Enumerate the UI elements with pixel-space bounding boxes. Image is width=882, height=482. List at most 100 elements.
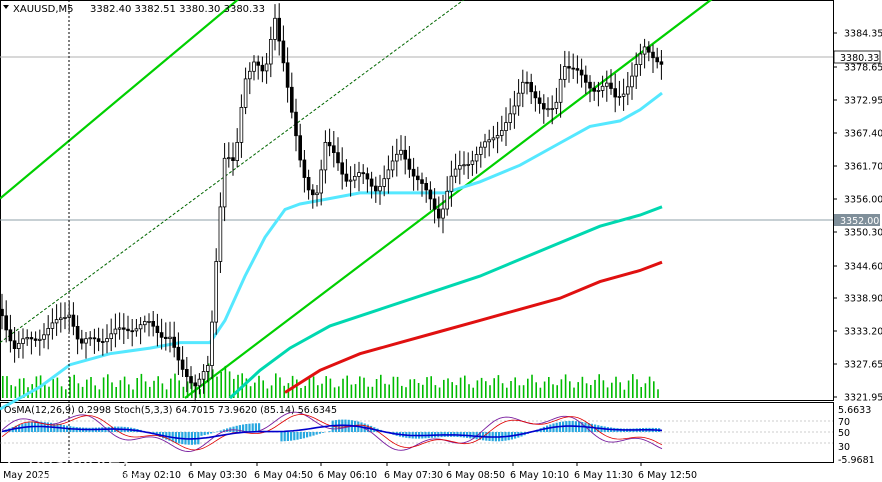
price-tick-label: 3361.70: [844, 162, 882, 173]
volume-bar: [153, 380, 155, 398]
candle-body: [92, 337, 97, 340]
volume-bar: [107, 374, 109, 398]
volume-bar: [518, 385, 521, 398]
volume-bar: [359, 376, 361, 398]
volume-bar: [422, 384, 424, 398]
volume-bar: [165, 389, 168, 398]
volume-bar: [354, 384, 357, 398]
candle-body: [651, 51, 655, 59]
volume-bar: [304, 385, 306, 398]
candle-body: [163, 336, 168, 339]
volume-bar: [86, 379, 88, 398]
candle-body: [361, 172, 365, 175]
volume-bar: [493, 378, 495, 398]
volume-bar: [228, 371, 231, 398]
ema-mid-line: [228, 205, 663, 400]
price-tick-label: 3356.00: [844, 195, 882, 206]
volume-bar: [233, 378, 235, 398]
candle-body: [84, 338, 88, 344]
osma-bar: [232, 426, 235, 432]
candle-body: [226, 157, 231, 160]
volume-bar: [174, 373, 176, 398]
candle-body: [302, 159, 307, 178]
candle-body: [273, 17, 277, 40]
volume-bar: [283, 385, 285, 398]
candle-body: [483, 141, 487, 148]
price-tick-label: 3327.65: [844, 360, 882, 371]
last-price-box: [833, 50, 881, 64]
volume-bar: [594, 379, 596, 398]
volume-bar: [308, 378, 311, 398]
volume-bar: [611, 382, 613, 398]
volume-bar: [48, 386, 50, 398]
volume-bar: [6, 376, 8, 398]
price-tick-label: 3384.35: [844, 29, 882, 40]
candle-body: [210, 321, 214, 367]
candles: [0, 3, 664, 402]
volume-bar: [581, 376, 584, 398]
candle-body: [634, 64, 638, 77]
volume-bar: [69, 376, 71, 398]
volume-bar: [569, 381, 571, 398]
volume-bar: [640, 387, 642, 398]
volume-bar: [170, 378, 172, 398]
candle-body: [420, 179, 424, 184]
osma-bar: [245, 424, 248, 432]
candle-body: [38, 338, 42, 341]
candle-body: [369, 178, 374, 187]
candle-body: [113, 328, 118, 335]
candle-body: [390, 160, 395, 171]
candle-body: [352, 175, 357, 181]
candle-body: [378, 185, 382, 192]
volume-bar: [275, 373, 277, 398]
candle-body: [521, 81, 525, 94]
candle-body: [277, 17, 281, 42]
volume-bar: [623, 389, 626, 398]
candle-body: [525, 81, 529, 84]
osma-bar: [283, 432, 286, 442]
volume-bar: [245, 378, 248, 398]
volume-bar: [279, 377, 281, 398]
osma-bar: [219, 430, 222, 432]
osma-bar: [254, 423, 257, 432]
osma-bar: [238, 425, 241, 432]
candle-body: [462, 164, 466, 167]
volume-bar: [392, 376, 395, 398]
chevron-down-icon[interactable]: [3, 5, 9, 9]
volume-bar: [380, 374, 382, 398]
candle-body: [504, 122, 508, 131]
volume-bar: [60, 386, 63, 398]
candle-body: [655, 57, 659, 63]
candle-body: [563, 66, 567, 80]
osma-bar: [210, 432, 213, 434]
volume-bar: [426, 377, 428, 398]
price-tick-label: 3367.40: [844, 129, 882, 140]
watermark-tagline: Instant Forex Trading: [38, 471, 142, 482]
volume-bar: [321, 383, 323, 398]
candle-body: [567, 66, 571, 69]
time-tick-label: 6 May 02:10: [122, 470, 181, 481]
volume-bar: [455, 385, 458, 398]
volume-bar: [434, 385, 437, 398]
volume-bar: [556, 385, 558, 398]
ema-slow-line: [284, 260, 663, 394]
candle-body: [436, 208, 441, 219]
volume-bar: [527, 378, 529, 398]
osma-bar: [280, 432, 283, 442]
candle-body: [12, 340, 17, 349]
volume-bar: [23, 378, 25, 398]
watermark-brand: instaforex: [36, 448, 131, 473]
volume-bar: [317, 385, 319, 398]
volume-bar: [123, 376, 126, 398]
volume-bar: [506, 387, 508, 398]
candle-body: [613, 88, 617, 98]
trend-channel: [0, 0, 713, 399]
candle-body: [243, 78, 248, 108]
candle-body: [382, 178, 386, 187]
volume-bar: [644, 383, 647, 398]
volume-bar: [94, 385, 96, 398]
time-tick-label: 6 May 08:50: [446, 470, 505, 481]
osma-bar: [286, 432, 289, 441]
candle-body: [638, 53, 643, 66]
volume-bar: [65, 389, 67, 398]
